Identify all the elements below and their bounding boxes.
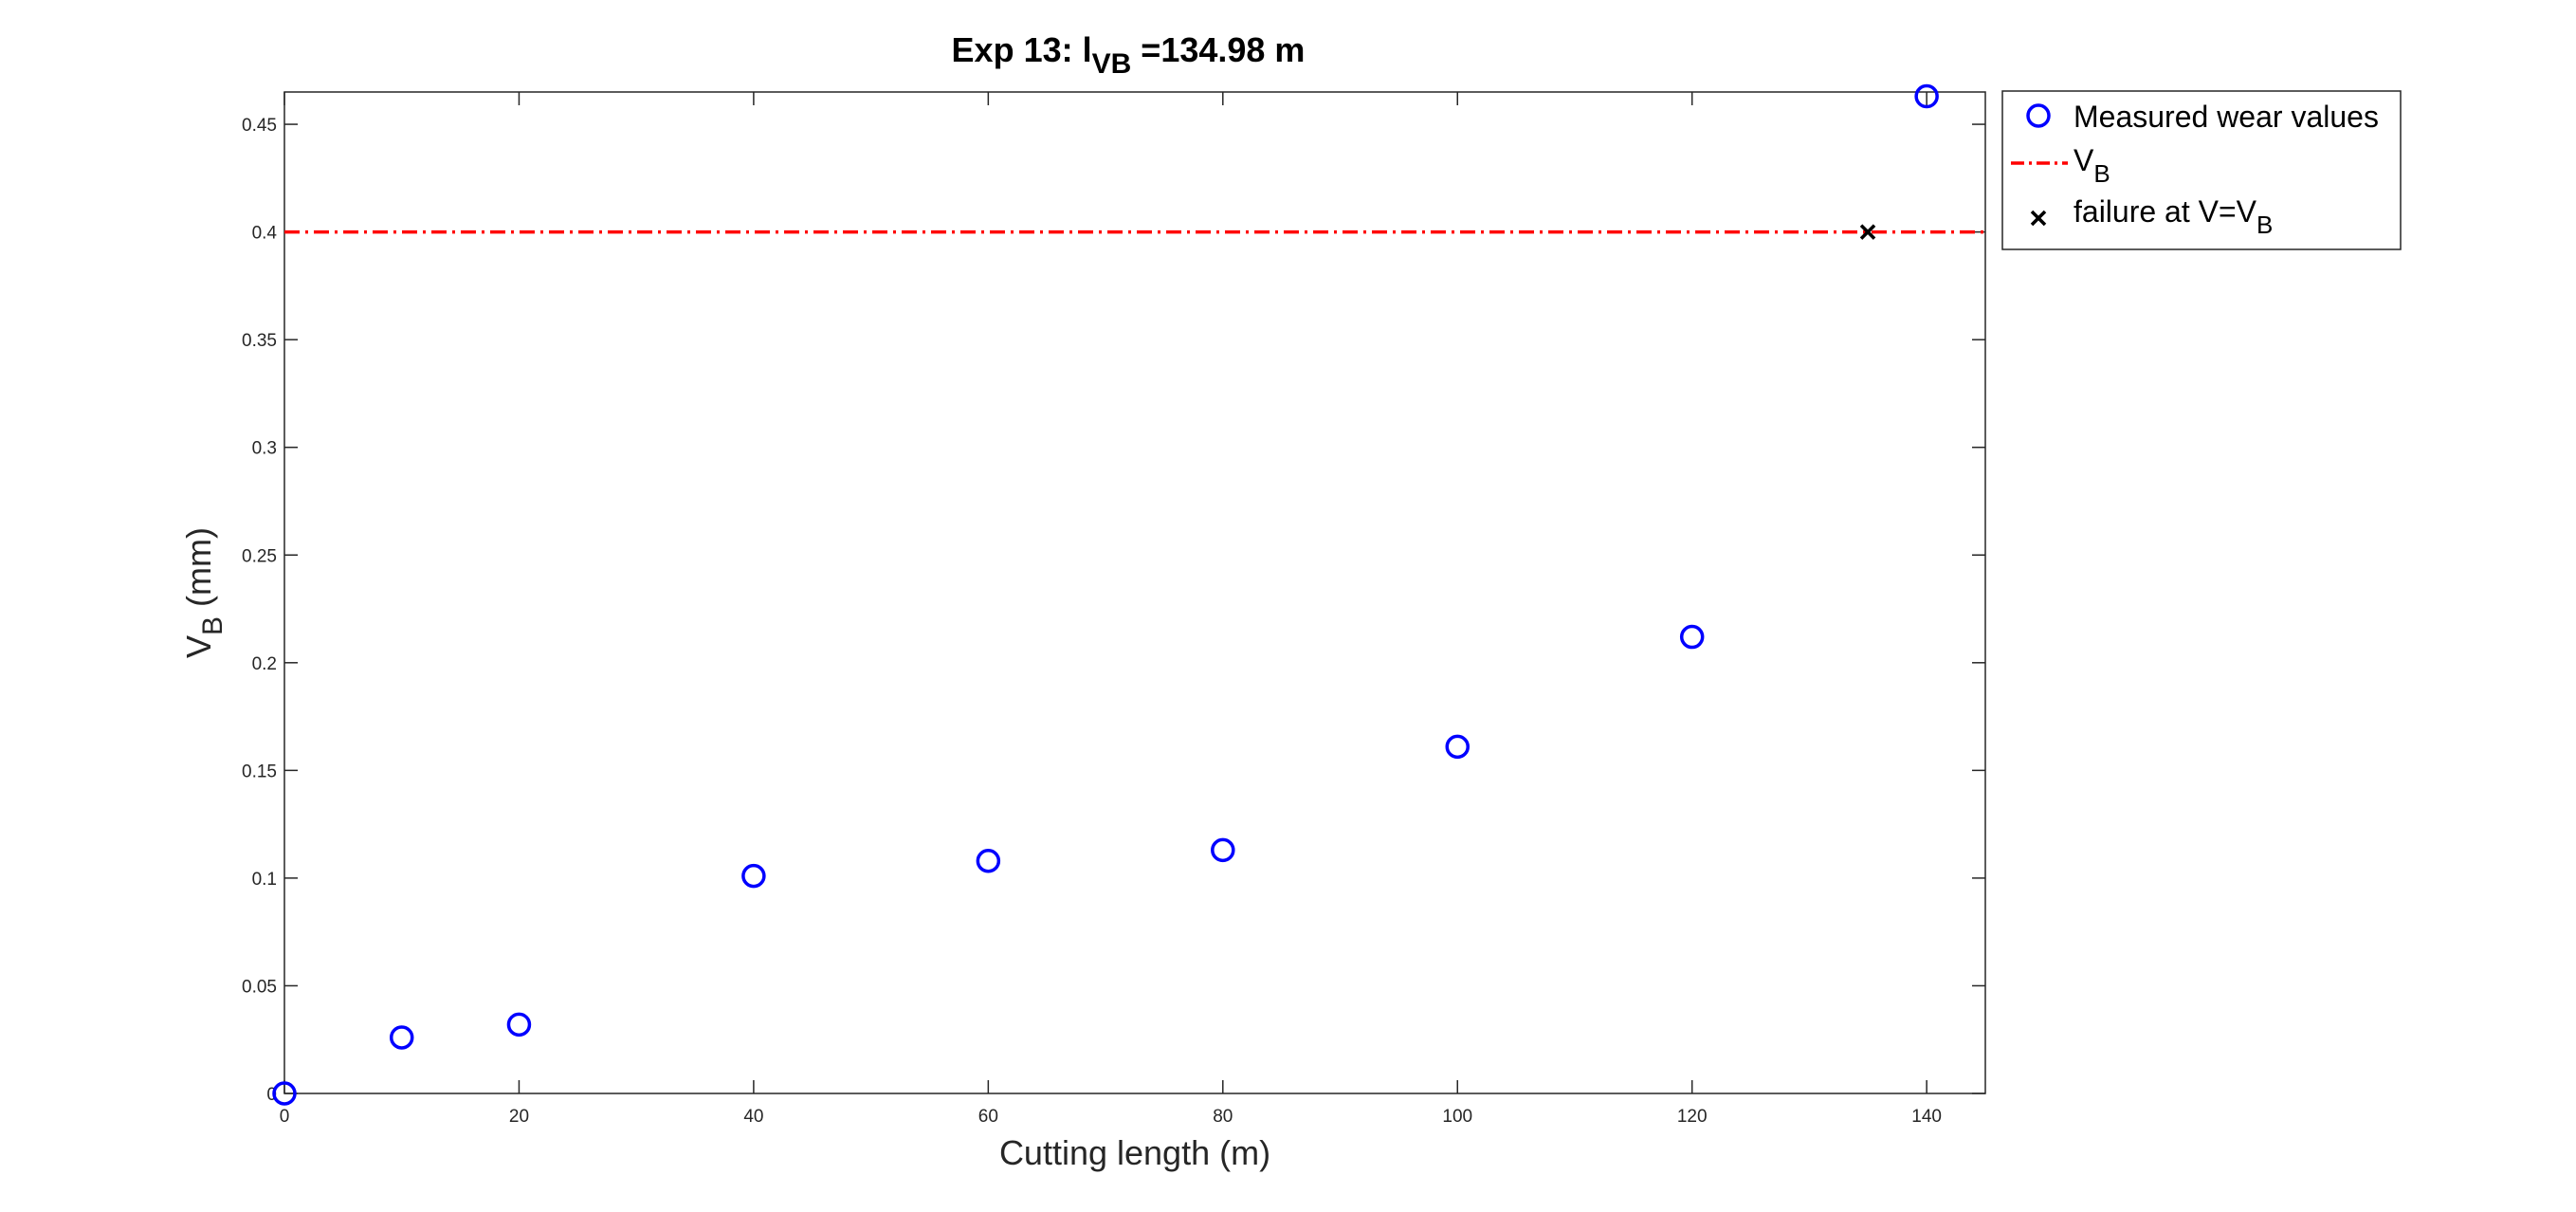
- x-axis-ticks: 0 20 40 60 80 100 120 140: [280, 92, 1942, 1127]
- plot-area: [283, 91, 1986, 1094]
- measured-wear-point: [741, 863, 766, 889]
- y-axis-label-subscript: B: [197, 616, 228, 635]
- y-tick-label: 0.3: [252, 439, 277, 459]
- legend-label-vb-subscript: B: [2093, 159, 2110, 188]
- measured-wear-point: [272, 1081, 297, 1106]
- x-tick-label: 20: [509, 1107, 529, 1127]
- y-tick-label: 0: [266, 1085, 277, 1105]
- legend-label-vb: VB: [2074, 143, 2110, 188]
- legend-box: [2001, 90, 2402, 250]
- x-tick-label: 140: [1911, 1107, 1942, 1127]
- y-axis-ticks: 0 0.05 0.1 0.15 0.2 0.25 0.3 0.35 0.4 0.45: [242, 116, 1985, 1105]
- x-axis-label: Cutting length (m): [999, 1133, 1270, 1172]
- chart-title: Exp 13: lVB =134.98 m: [952, 30, 1306, 80]
- y-axis-label: VB (mm): [179, 527, 228, 658]
- y-tick-label: 0.45: [242, 116, 277, 136]
- measured-wear-point: [1914, 83, 1939, 109]
- measured-wear-point: [506, 1012, 532, 1038]
- chart-title-rest: =134.98 m: [1131, 30, 1305, 69]
- legend-label-failure-subscript: B: [2256, 211, 2273, 239]
- legend-label-measured: Measured wear values: [2074, 100, 2379, 134]
- chart-title-subscript: VB: [1092, 48, 1132, 80]
- legend-marker-failure: [2030, 210, 2047, 227]
- series-layer: [272, 83, 1985, 1106]
- x-tick-label: 80: [1213, 1107, 1233, 1127]
- x-tick-label: 60: [978, 1107, 998, 1127]
- y-tick-label: 0.1: [252, 870, 277, 890]
- y-axis-label-rest: (mm): [179, 527, 218, 616]
- y-tick-label: 0.15: [242, 762, 277, 781]
- measured-wear-point: [1445, 734, 1470, 760]
- measured-wear-point: [389, 1025, 414, 1050]
- x-tick-label: 100: [1442, 1107, 1472, 1127]
- measured-wear-point: [1211, 837, 1235, 863]
- y-tick-label: 0.35: [242, 331, 277, 351]
- x-tick-label: 0: [280, 1107, 290, 1127]
- legend: Measured wear values VB failure at V=VB: [2001, 90, 2402, 250]
- measured-wear-point: [976, 848, 1001, 873]
- failure-point: [1859, 224, 1876, 240]
- legend-label-failure: failure at V=VB: [2074, 194, 2273, 239]
- y-tick-label: 0.4: [252, 224, 278, 244]
- y-tick-label: 0.05: [242, 977, 277, 997]
- y-tick-label: 0.2: [252, 654, 277, 674]
- y-tick-label: 0.25: [242, 546, 277, 566]
- x-tick-label: 120: [1677, 1107, 1708, 1127]
- x-tick-label: 40: [743, 1107, 763, 1127]
- legend-marker-measured: [2026, 103, 2051, 128]
- measured-wear-point: [1679, 624, 1705, 650]
